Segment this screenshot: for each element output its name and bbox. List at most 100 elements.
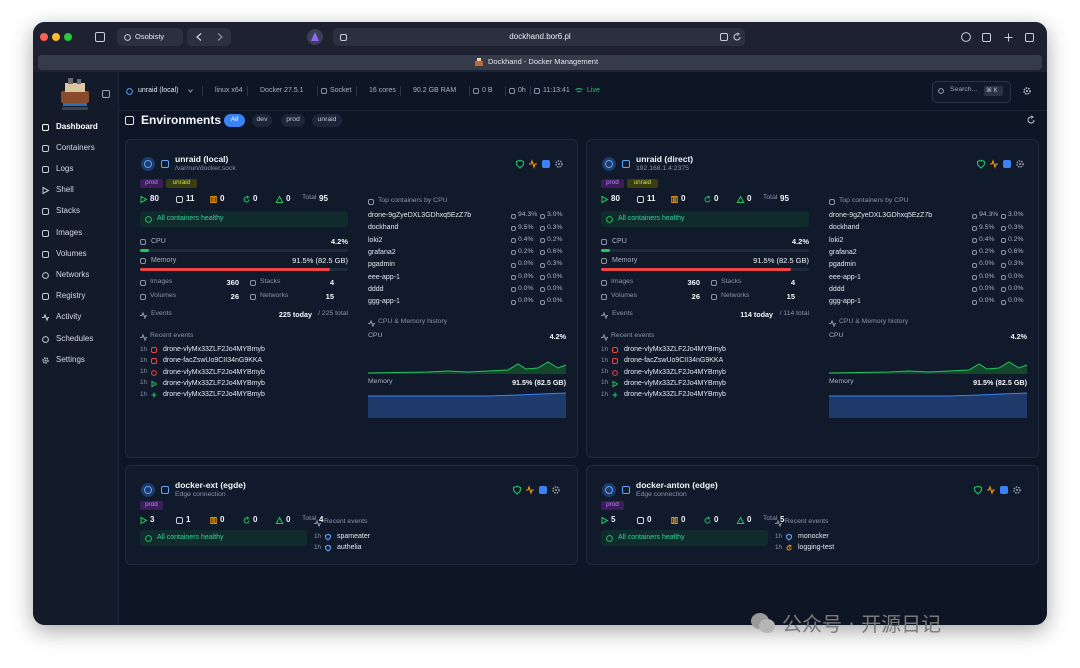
container-name[interactable]: eee-app-1 (368, 273, 400, 281)
event-container[interactable]: drone-vlyMx33ZLF2Jo4MYBmyb (163, 391, 265, 399)
container-name[interactable]: dddd (829, 285, 845, 293)
health-status: All containers healthy (618, 534, 685, 542)
event-container[interactable]: drone-vlyMx33ZLF2Jo4MYBmyb (624, 368, 726, 376)
nav-item[interactable]: Activity (56, 312, 82, 322)
env-name[interactable]: unraid (direct) (636, 154, 694, 165)
recent-events-label: Recent events (785, 518, 829, 526)
nav-item[interactable]: Volumes (56, 248, 87, 258)
container-name[interactable]: ggg-app-1 (368, 298, 400, 306)
container-name[interactable]: drone-9gZyeDXL3GDhxq5EzZ7b (368, 212, 472, 220)
event-container[interactable]: logging-test (798, 544, 835, 552)
url[interactable]: dockhand.bor6.pl (509, 31, 571, 41)
container-name[interactable]: grafana2 (829, 249, 857, 257)
mem-mini-icon (1001, 250, 1006, 256)
connection-icon (622, 160, 630, 168)
status-icon (1016, 160, 1024, 168)
nav-item[interactable]: Settings (56, 354, 85, 364)
container-name[interactable]: loki2 (368, 236, 383, 244)
environment-card[interactable]: docker-ext (egde) Edge connection prod 3 1 0 0… (125, 465, 578, 565)
event-container[interactable]: drone-vlyMx33ZLF2Jo4MYBmyb (624, 346, 726, 354)
refresh-icon (1027, 115, 1035, 124)
filter-label[interactable]: All (230, 115, 239, 123)
mem-mini-icon (540, 213, 545, 219)
status-icon (539, 486, 547, 494)
event-container[interactable]: drone-vlyMx33ZLF2Jo4MYBmyb (624, 391, 726, 399)
event-container[interactable]: drone-facZswUo9CII34nG9KKA (163, 357, 263, 365)
resource-value: 26 (230, 291, 239, 301)
filter-label[interactable]: prod (286, 115, 300, 123)
mem-mini-icon (540, 238, 545, 244)
profile-name[interactable]: Osobisty (135, 31, 165, 41)
nav-item[interactable]: Networks (56, 270, 90, 279)
nav-item[interactable]: Containers (56, 142, 95, 152)
container-cpu: 0.2% (518, 248, 534, 256)
count-icon (275, 515, 284, 524)
container-count: 0 (286, 514, 291, 524)
container-name[interactable]: dockhand (829, 224, 860, 232)
event-container[interactable]: drone-facZswUo9CII34nG9KKA (624, 357, 724, 365)
tab[interactable] (38, 55, 1042, 70)
filter-chip[interactable] (312, 114, 342, 127)
container-name[interactable]: dddd (368, 285, 384, 293)
address-bar[interactable] (333, 28, 745, 46)
search-icon (938, 88, 944, 94)
top-containers-label: Top containers by CPU (378, 197, 448, 205)
current-environment[interactable]: unraid (local) (138, 87, 179, 95)
status-icon (990, 159, 998, 169)
event-container[interactable]: monocker (798, 533, 829, 541)
event-container[interactable]: drone-vlyMx33ZLF2Jo4MYBmyb (163, 380, 265, 388)
nav-item[interactable]: Registry (56, 291, 86, 301)
env-name[interactable]: docker-ext (egde) (175, 480, 246, 491)
health-banner (601, 530, 768, 546)
events-label: Events (612, 310, 633, 318)
nav-item[interactable]: Images (56, 227, 83, 237)
event-container[interactable]: drone-vlyMx33ZLF2Jo4MYBmyb (624, 380, 726, 388)
nav-item[interactable]: Dashboard (56, 121, 98, 131)
nav-buttons[interactable] (187, 28, 231, 46)
environment-card[interactable]: unraid (local)/var/run/docker.sock prod un… (125, 139, 578, 458)
event-container[interactable]: authelia (337, 544, 362, 552)
count-icon (243, 516, 250, 523)
cpu-icon (601, 239, 607, 245)
container-name[interactable]: eee-app-1 (829, 273, 861, 281)
mem-mini-icon (1001, 225, 1006, 231)
memory-label: Memory (612, 257, 638, 265)
environment-card[interactable]: docker-anton (edge) Edge connection prod 5 0… (586, 465, 1039, 565)
container-name[interactable]: drone-9gZyeDXL3GDhxq5EzZ7b (829, 212, 933, 220)
env-name[interactable]: docker-anton (edge) (636, 480, 718, 491)
status-icon (987, 485, 995, 495)
tag-label: prod (145, 178, 158, 186)
filter-chip[interactable] (281, 114, 305, 127)
events-today: 114 today (740, 310, 773, 320)
container-name[interactable]: ggg-app-1 (829, 298, 861, 306)
container-name[interactable]: loki2 (829, 236, 844, 244)
event-container[interactable]: drone-vlyMx33ZLF2Jo4MYBmyb (163, 346, 265, 354)
event-container[interactable]: drone-vlyMx33ZLF2Jo4MYBmyb (163, 368, 265, 376)
filter-chip[interactable] (252, 114, 272, 127)
filter-label[interactable]: unraid (317, 115, 337, 123)
nav-item[interactable]: Stacks (56, 206, 81, 216)
filter-chip[interactable] (224, 114, 245, 127)
nav-item[interactable]: Logs (56, 164, 74, 173)
cpu-track (140, 249, 348, 252)
stat: Docker 27.5.1 (260, 87, 304, 95)
event-container[interactable]: spameater (337, 533, 371, 541)
cpu-mini-icon (972, 238, 977, 244)
total-label: Total (302, 515, 317, 523)
resource-value: 4 (329, 277, 334, 287)
env-name[interactable]: unraid (local) (175, 154, 229, 165)
nav-item[interactable]: Shell (56, 185, 74, 195)
environment-card[interactable]: unraid (direct) 192.168.1.4:2375 prod unrai… (586, 139, 1039, 458)
container-name[interactable]: pgadmin (368, 261, 395, 269)
search-placeholder[interactable]: Search... (950, 86, 978, 94)
container-memory: 0.0% (1008, 272, 1024, 280)
container-name[interactable]: pgadmin (829, 261, 856, 269)
container-cpu: 94.3% (979, 211, 999, 219)
nav-item[interactable]: Schedules (56, 333, 94, 343)
tab-title[interactable]: Dockhand - Docker Management (488, 57, 599, 67)
filter-label[interactable]: dev (256, 115, 268, 123)
container-name[interactable]: dockhand (368, 224, 399, 232)
container-name[interactable]: grafana2 (368, 249, 396, 257)
profile-button[interactable] (117, 28, 183, 46)
